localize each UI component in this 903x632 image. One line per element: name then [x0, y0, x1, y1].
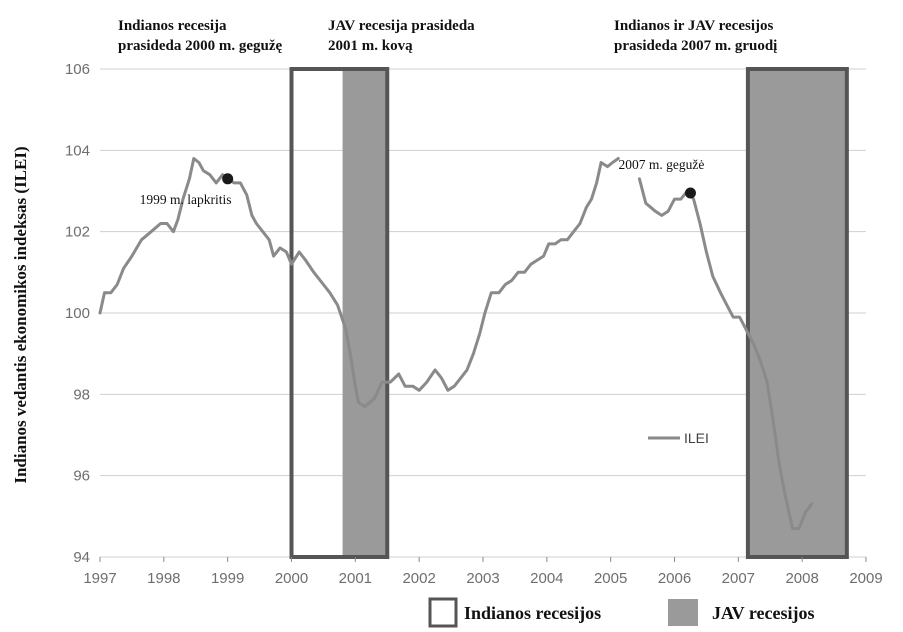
x-tick-label: 2004	[530, 570, 563, 587]
x-tick-label: 2008	[785, 570, 818, 587]
x-tick-label: 2000	[275, 570, 308, 587]
x-tick-label: 2003	[466, 570, 499, 587]
legend-swatch-fill	[668, 599, 698, 626]
annotation-line: JAV recesija prasideda	[328, 18, 475, 34]
x-tick-label: 2006	[658, 570, 691, 587]
us-recession-shade	[342, 69, 388, 557]
x-tick-label: 2009	[849, 570, 882, 587]
y-axis-ticks: 94 96 98 100 102 104 106	[65, 61, 90, 566]
y-tick-label: 94	[73, 549, 90, 566]
y-axis-label: Indianos vedantis ekonomikos indeksas (I…	[11, 146, 30, 483]
annotation-line: Indianos ir JAV recesijos	[614, 18, 773, 34]
point-markers: 1999 m. lapkritis 2007 m. gegužė	[140, 157, 705, 207]
point-marker-label: 2007 m. gegužė	[618, 157, 704, 172]
indiana-recession-box	[289, 67, 390, 559]
y-tick-label: 104	[65, 142, 90, 159]
ilei-line-segment	[98, 157, 620, 408]
legend-label-indianos: Indianos recesijos	[464, 603, 601, 623]
point-marker	[222, 173, 234, 185]
bottom-legend: Indianos recesijos JAV recesijos	[428, 597, 815, 628]
x-tick-label: 2001	[339, 570, 372, 587]
recession-regions	[289, 67, 849, 559]
annotation-line: 2001 m. kovą	[328, 38, 413, 54]
x-tick-label: 1997	[83, 570, 116, 587]
y-tick-label: 98	[73, 386, 90, 403]
chart-annotations: Indianos recesija prasideda 2000 m. geguž…	[118, 18, 777, 54]
x-tick-label: 1998	[147, 570, 180, 587]
legend-label-jav: JAV recesijos	[712, 603, 815, 623]
gridlines	[100, 68, 866, 558]
indiana-recession-box	[745, 67, 849, 559]
y-tick-label: 106	[65, 61, 90, 78]
x-tick-label: 1999	[211, 570, 244, 587]
annotation-line: prasideda 2000 m. gegužę	[118, 38, 283, 54]
point-marker	[684, 187, 696, 199]
annotation-line: Indianos recesija	[118, 18, 227, 34]
x-axis-ticks: 1997 1998 1999 2000 2001 2002 2003 2004 2005 2006…	[83, 557, 883, 587]
x-tick-label: 2007	[722, 570, 755, 587]
y-tick-label: 102	[65, 224, 90, 241]
us-recession-shade	[747, 69, 847, 557]
x-tick-label: 2005	[594, 570, 627, 587]
y-tick-label: 100	[65, 305, 90, 322]
x-tick-label: 2002	[402, 570, 435, 587]
inner-legend-label: ILEI	[684, 430, 709, 446]
annotation-line: prasideda 2007 m. gruodį	[614, 38, 777, 54]
point-marker-label: 1999 m. lapkritis	[140, 192, 232, 207]
legend-swatch-outline	[428, 597, 458, 628]
ilei-line-segment	[637, 177, 814, 530]
ilei-series	[98, 157, 814, 530]
y-tick-label: 96	[73, 468, 90, 485]
inner-legend: ILEI	[648, 430, 709, 446]
